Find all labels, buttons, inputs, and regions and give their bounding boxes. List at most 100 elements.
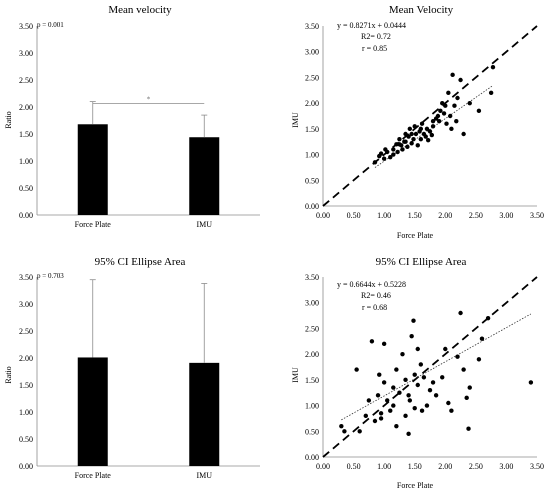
y-tick-label: 1.50	[305, 125, 319, 134]
data-point	[354, 367, 359, 372]
x-tick-label: 3.00	[499, 462, 513, 471]
data-point	[430, 118, 436, 124]
data-point	[418, 136, 424, 142]
data-point	[424, 403, 430, 408]
y-tick-label: 2.50	[19, 327, 33, 336]
data-point	[467, 385, 472, 390]
data-point	[397, 142, 402, 147]
y-tick-label: 1.00	[19, 408, 33, 417]
data-point	[466, 426, 471, 431]
data-point	[425, 137, 431, 143]
panel-mean-velocity-bar: Mean velocity p = 0.001 Ratio 0.00 0.50 1.…	[4, 4, 260, 229]
y-tick-label: 3.50	[305, 22, 319, 31]
data-point	[378, 151, 384, 156]
data-point	[385, 149, 390, 155]
data-point	[415, 143, 420, 148]
data-point	[461, 367, 466, 372]
data-point	[403, 413, 408, 419]
data-point	[397, 136, 402, 142]
y-tick-label: 0.00	[305, 453, 319, 462]
r-squared-label: R2= 0.46	[361, 291, 391, 300]
data-point	[406, 431, 411, 437]
y-tick-label: 0.00	[19, 211, 33, 220]
x-tick-label: 3.50	[530, 462, 544, 471]
data-point	[388, 154, 393, 160]
y-axis-label: Ratio	[4, 111, 13, 128]
y-tick-label: 0.00	[19, 462, 33, 471]
regression-equation: y = 0.8271x + 0.0444	[337, 21, 406, 30]
y-tick-label: 1.00	[305, 402, 319, 411]
x-tick-label: 1.50	[408, 211, 422, 220]
data-point	[455, 354, 460, 359]
bar	[189, 137, 220, 215]
data-point	[412, 405, 417, 411]
y-axis-label: IMU	[291, 112, 300, 128]
data-point	[406, 393, 411, 398]
data-point	[447, 113, 453, 119]
identity-line	[322, 25, 538, 207]
data-point	[407, 126, 413, 132]
x-tick-label: 0.00	[316, 211, 330, 220]
bar	[77, 357, 108, 466]
y-tick-label: 0.50	[19, 435, 33, 444]
data-point	[372, 418, 378, 424]
data-point	[394, 142, 399, 147]
x-category-label: Force Plate	[75, 220, 112, 229]
data-point	[378, 416, 384, 421]
data-point	[446, 90, 451, 96]
y-tick-label: 3.00	[19, 49, 33, 58]
data-point	[403, 377, 408, 383]
data-point	[394, 423, 399, 429]
data-point	[366, 398, 372, 403]
chart-title: 95% CI Ellipse Area	[95, 256, 186, 268]
data-point	[372, 160, 378, 165]
data-point	[409, 333, 414, 339]
data-point	[427, 387, 433, 393]
regression-line	[341, 313, 532, 421]
x-tick-label: 0.00	[316, 462, 330, 471]
data-point	[403, 139, 408, 144]
data-point	[528, 380, 534, 385]
y-tick-label: 1.50	[19, 130, 33, 139]
data-point	[452, 103, 457, 108]
chart-title: 95% CI Ellipse Area	[376, 256, 467, 268]
data-point	[435, 113, 441, 119]
data-point	[375, 393, 381, 398]
chart-title: Mean Velocity	[389, 4, 454, 16]
data-point	[444, 121, 449, 126]
data-point	[391, 385, 396, 390]
y-tick-label: 3.50	[19, 273, 33, 282]
y-tick-label: 3.50	[19, 22, 33, 31]
x-axis-label: Force Plate	[397, 481, 434, 490]
data-point	[415, 346, 420, 352]
data-point	[446, 400, 451, 406]
x-tick-label: 2.50	[469, 462, 483, 471]
data-point	[458, 310, 463, 316]
bar	[77, 124, 108, 215]
data-point	[412, 124, 417, 129]
y-tick-label: 2.50	[19, 76, 33, 85]
y-tick-label: 0.50	[19, 184, 33, 193]
x-tick-label: 3.00	[499, 211, 513, 220]
y-tick-label: 2.00	[19, 103, 33, 112]
data-point	[430, 124, 436, 129]
data-point	[418, 126, 424, 132]
data-point	[405, 144, 410, 150]
correlation-label: r = 0.68	[362, 303, 387, 312]
y-tick-label: 2.00	[305, 99, 319, 108]
y-tick-label: 2.50	[305, 324, 319, 333]
identity-line	[322, 276, 538, 458]
data-point	[441, 111, 447, 116]
data-point	[419, 121, 425, 126]
data-point	[488, 90, 494, 96]
data-point	[415, 382, 420, 388]
data-point	[378, 411, 384, 416]
panel-ellipse-area-scatter: 95% CI Ellipse Area y = 0.6644x + 0.5228…	[291, 256, 544, 490]
bar	[189, 362, 220, 466]
x-category-label: IMU	[196, 471, 212, 480]
x-tick-label: 0.50	[347, 462, 361, 471]
data-point	[409, 131, 414, 137]
data-point	[377, 372, 382, 377]
data-point	[464, 395, 469, 401]
data-point	[461, 131, 466, 137]
